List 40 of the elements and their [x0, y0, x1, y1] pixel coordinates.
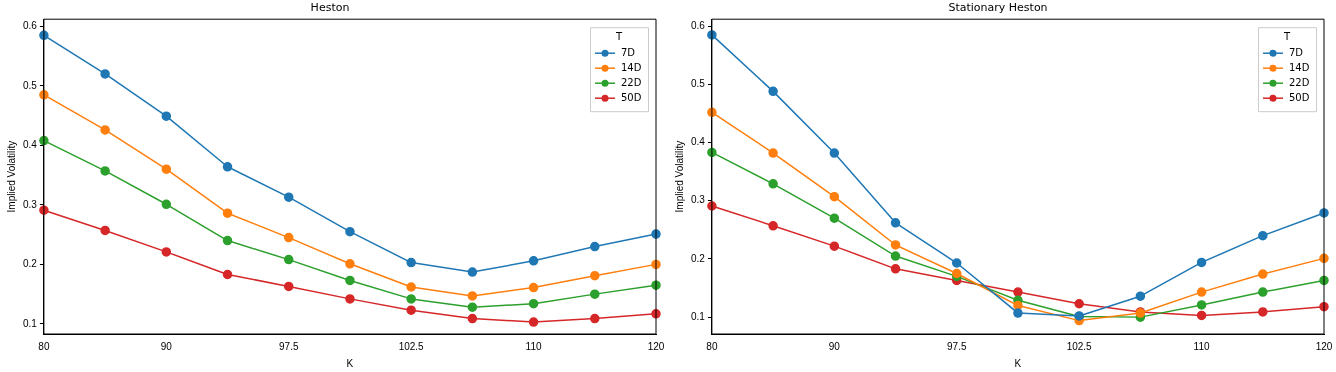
y-axis-title: Implied Volatility [673, 140, 685, 213]
legend-label: 7D [1289, 46, 1304, 58]
y-tick-label: 0.5 [23, 79, 38, 91]
y-tick-label: 0.6 [691, 19, 706, 31]
legend-label: 50D [1289, 91, 1310, 103]
chart-title: Stationary Heston [948, 1, 1048, 15]
x-axis-title: K [1014, 357, 1022, 369]
y-tick-label: 0.3 [691, 194, 706, 206]
x-tick-label: 80 [38, 340, 50, 352]
y-tick-label: 0.2 [691, 252, 706, 264]
legend-label: 14D [1289, 61, 1310, 73]
y-tick-label: 0.5 [691, 78, 706, 90]
x-axis-title: K [346, 357, 354, 369]
legend-label: 14D [621, 61, 642, 73]
chart-title: Heston [310, 1, 350, 15]
x-tick-label: 102.5 [1066, 340, 1093, 352]
legend-label: 7D [621, 46, 636, 58]
y-tick-label: 0.1 [23, 317, 38, 329]
x-tick-label: 102.5 [398, 340, 425, 352]
y-tick-label: 0.3 [23, 198, 38, 210]
y-axis-title: Implied Volatility [5, 140, 17, 213]
x-tick-label: 80 [706, 340, 718, 352]
x-tick-label: 110 [1193, 340, 1210, 352]
y-tick-label: 0.2 [23, 258, 38, 270]
x-tick-label: 120 [647, 340, 665, 352]
y-tick-label: 0.1 [691, 310, 706, 322]
legend-title: T [1282, 30, 1291, 42]
legend-label: 50D [621, 91, 642, 103]
y-tick-label: 0.4 [23, 139, 38, 151]
legend-title: T [614, 30, 623, 42]
x-tick-label: 120 [1315, 340, 1333, 352]
x-tick-label: 97.5 [947, 340, 967, 352]
x-tick-label: 97.5 [279, 340, 299, 352]
y-tick-label: 0.6 [23, 20, 38, 32]
x-tick-label: 90 [160, 340, 173, 352]
x-tick-label: 90 [828, 340, 841, 352]
legend-label: 22D [1289, 76, 1310, 88]
x-tick-label: 110 [525, 340, 542, 352]
y-tick-label: 0.4 [691, 136, 706, 148]
legend-label: 22D [621, 76, 642, 88]
